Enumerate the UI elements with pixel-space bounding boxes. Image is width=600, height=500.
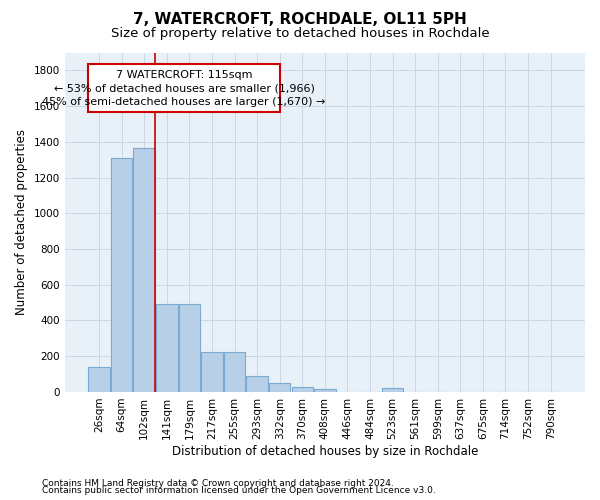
- Bar: [314, 388, 335, 392]
- Text: 7 WATERCROFT: 115sqm: 7 WATERCROFT: 115sqm: [116, 70, 253, 80]
- Bar: [382, 388, 403, 392]
- Bar: [247, 376, 268, 392]
- FancyBboxPatch shape: [88, 64, 280, 112]
- Bar: [292, 387, 313, 392]
- Bar: [111, 158, 133, 392]
- Y-axis label: Number of detached properties: Number of detached properties: [15, 129, 28, 315]
- Bar: [179, 304, 200, 392]
- Text: 45% of semi-detached houses are larger (1,670) →: 45% of semi-detached houses are larger (…: [43, 96, 326, 106]
- Bar: [133, 148, 155, 392]
- Text: Contains HM Land Registry data © Crown copyright and database right 2024.: Contains HM Land Registry data © Crown c…: [42, 478, 394, 488]
- Text: Contains public sector information licensed under the Open Government Licence v3: Contains public sector information licen…: [42, 486, 436, 495]
- Bar: [88, 367, 110, 392]
- Text: ← 53% of detached houses are smaller (1,966): ← 53% of detached houses are smaller (1,…: [54, 83, 314, 93]
- Text: 7, WATERCROFT, ROCHDALE, OL11 5PH: 7, WATERCROFT, ROCHDALE, OL11 5PH: [133, 12, 467, 28]
- Bar: [224, 352, 245, 392]
- Text: Size of property relative to detached houses in Rochdale: Size of property relative to detached ho…: [110, 28, 490, 40]
- Bar: [201, 352, 223, 392]
- X-axis label: Distribution of detached houses by size in Rochdale: Distribution of detached houses by size …: [172, 444, 478, 458]
- Bar: [156, 304, 178, 392]
- Bar: [269, 383, 290, 392]
